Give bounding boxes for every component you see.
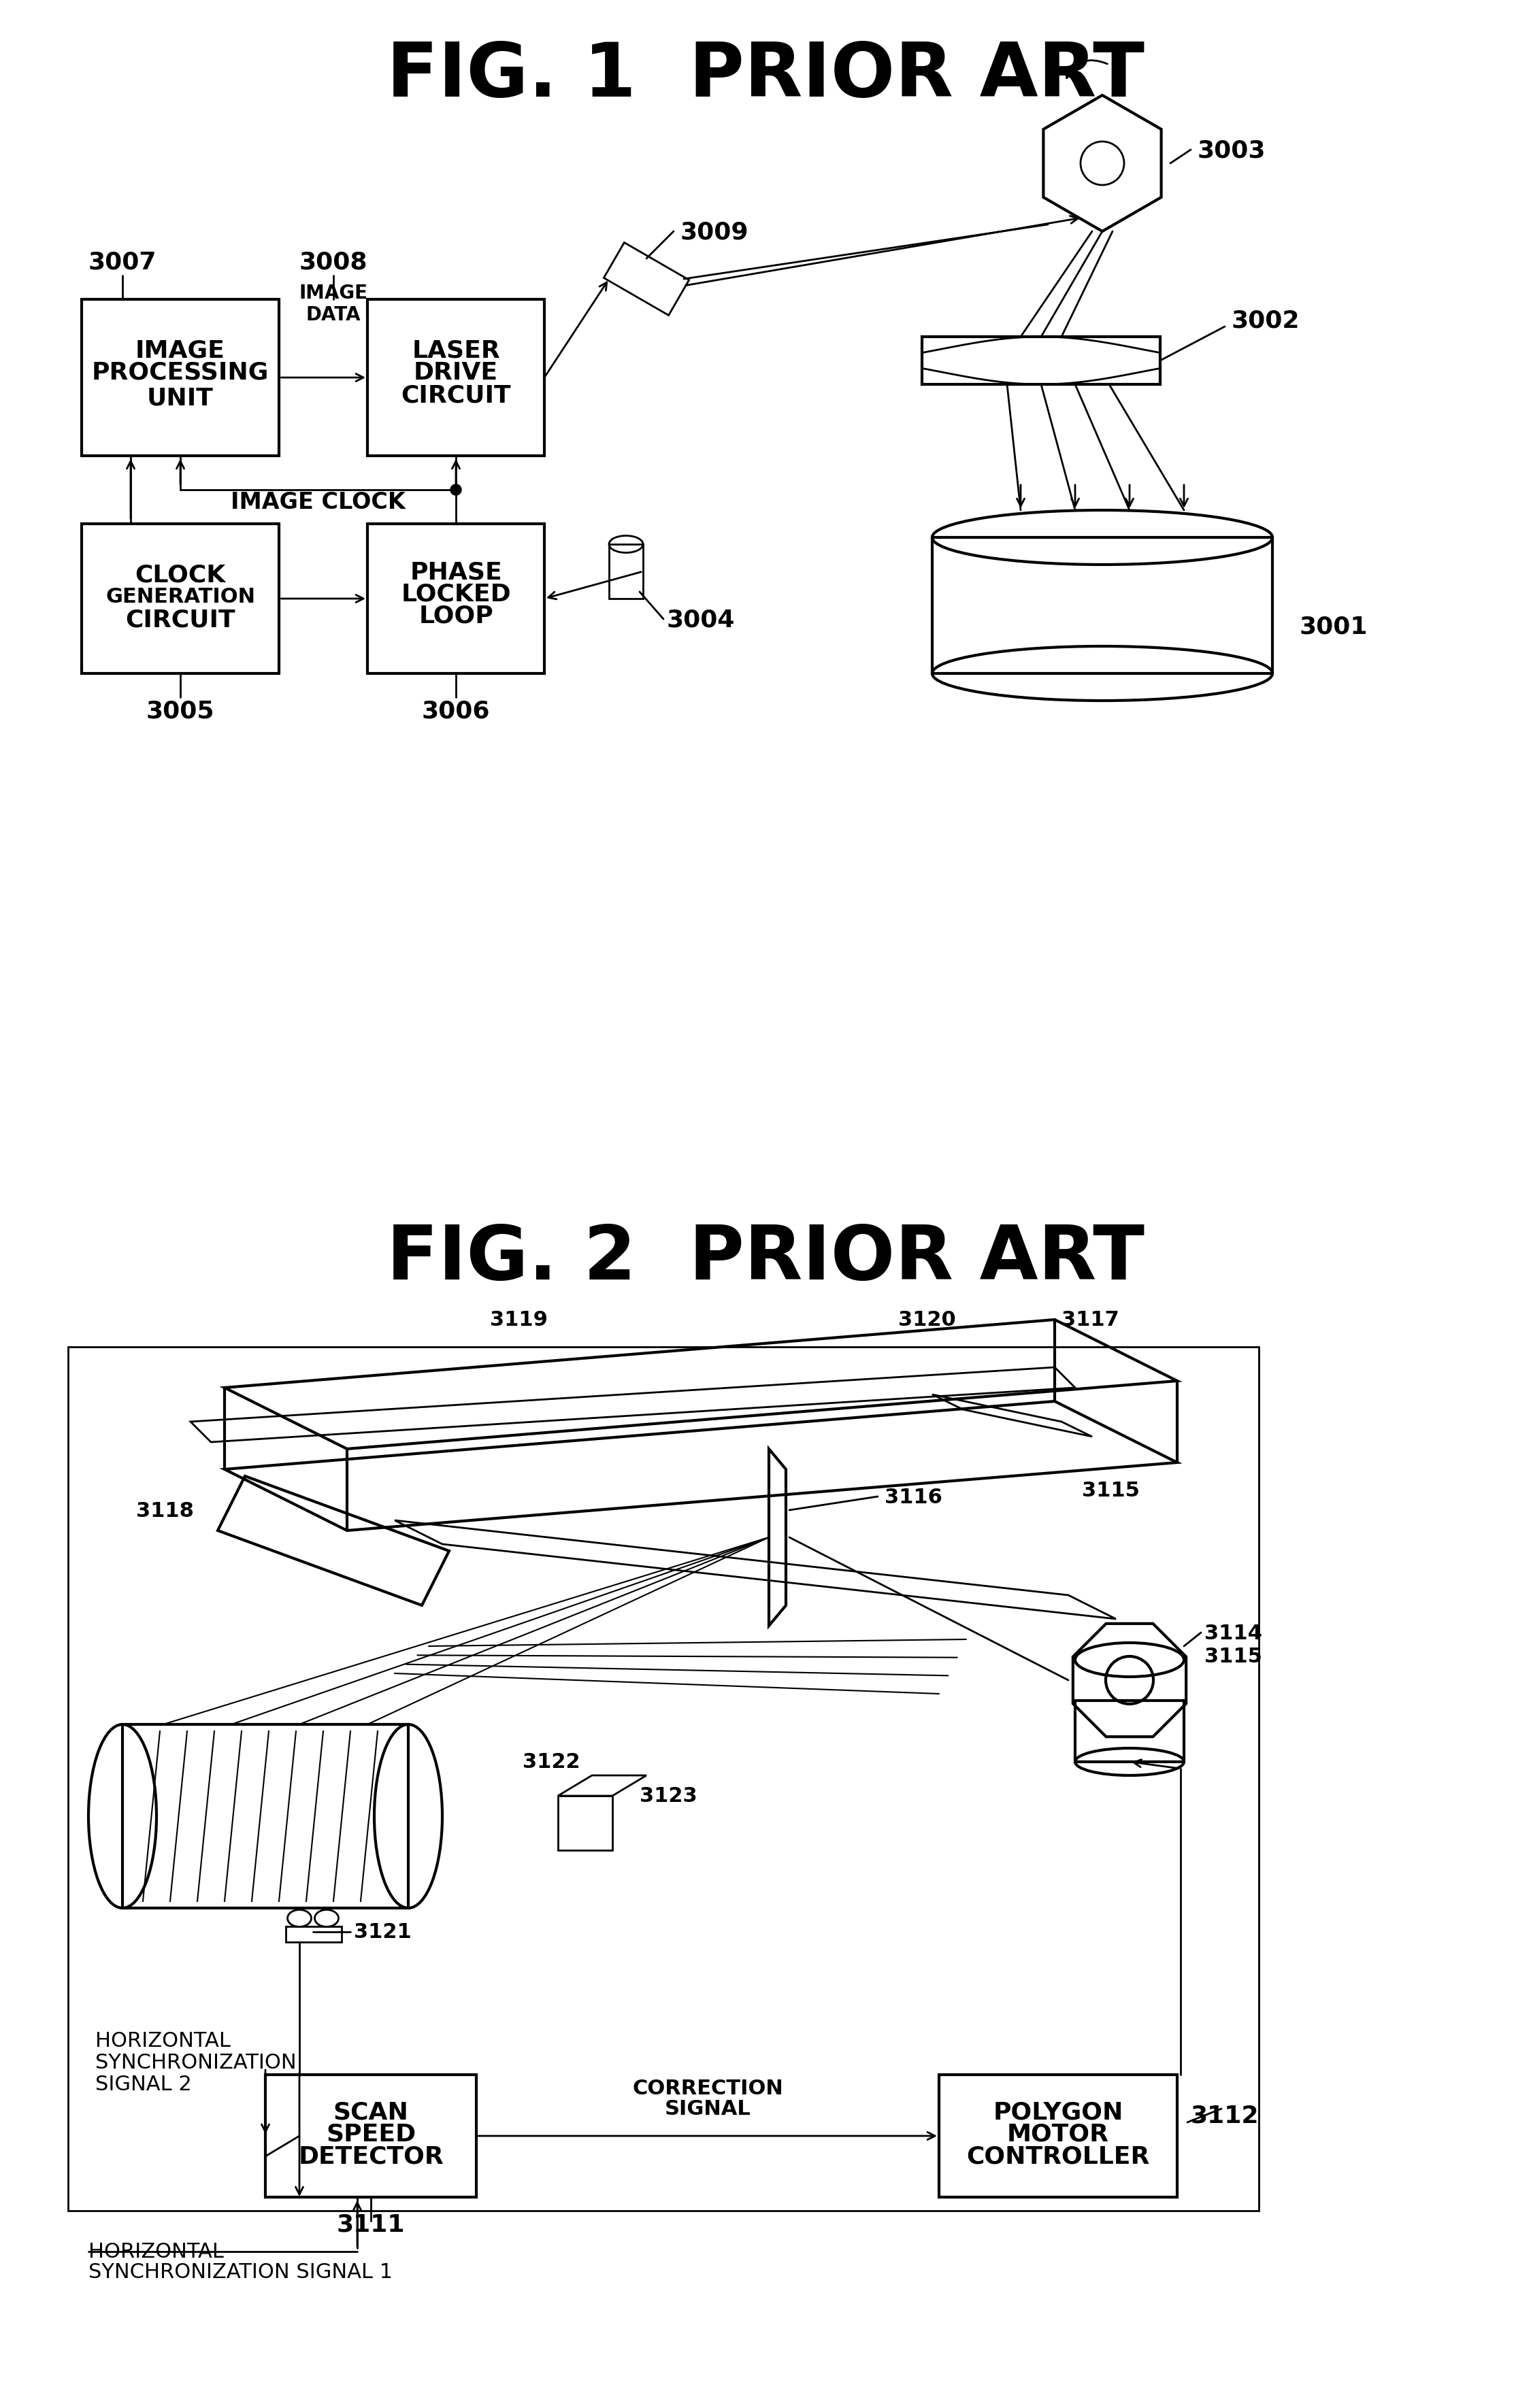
Text: LOCKED: LOCKED <box>401 583 511 604</box>
Text: 3115: 3115 <box>1205 1647 1262 1666</box>
Text: CONTROLLER: CONTROLLER <box>966 2146 1150 2167</box>
Text: 3123: 3123 <box>640 1787 697 1806</box>
Text: 3120: 3120 <box>899 1310 955 1329</box>
Bar <box>932 537 1272 674</box>
Text: 3115: 3115 <box>1082 1481 1139 1500</box>
Text: 3118: 3118 <box>136 1500 194 1519</box>
Text: SYNCHRONIZATION: SYNCHRONIZATION <box>95 2052 297 2073</box>
Bar <box>122 1724 409 1907</box>
Text: 3116: 3116 <box>885 1486 943 1507</box>
Text: HORIZONTAL: HORIZONTAL <box>95 2030 231 2052</box>
Text: FIG. 2  PRIOR ART: FIG. 2 PRIOR ART <box>386 1223 1145 1296</box>
Bar <box>367 525 545 674</box>
Text: LASER: LASER <box>412 340 501 364</box>
Text: 3008: 3008 <box>299 250 367 275</box>
Text: 3121: 3121 <box>354 1922 412 1941</box>
Text: IMAGE: IMAGE <box>135 340 225 364</box>
Text: SIGNAL 2: SIGNAL 2 <box>95 2073 191 2095</box>
Text: DETECTOR: DETECTOR <box>299 2146 444 2167</box>
Text: 3112: 3112 <box>1191 2105 1258 2126</box>
Bar <box>367 301 545 455</box>
Text: DATA: DATA <box>306 306 361 325</box>
Text: 3117: 3117 <box>1061 1310 1119 1329</box>
Text: 3119: 3119 <box>490 1310 548 1329</box>
Text: CIRCUIT: CIRCUIT <box>401 383 511 407</box>
Bar <box>81 301 279 455</box>
Bar <box>265 2076 476 2196</box>
Text: 3005: 3005 <box>145 701 214 722</box>
Text: 3009: 3009 <box>680 219 749 243</box>
Text: CLOCK: CLOCK <box>135 563 225 588</box>
Bar <box>939 2076 1177 2196</box>
Text: POLYGON: POLYGON <box>994 2100 1124 2124</box>
Text: CIRCUIT: CIRCUIT <box>126 607 236 631</box>
Text: LOOP: LOOP <box>418 604 493 628</box>
Bar <box>81 525 279 674</box>
Text: SPEED: SPEED <box>326 2121 416 2146</box>
Text: HORIZONTAL: HORIZONTAL <box>89 2242 224 2261</box>
Text: DRIVE: DRIVE <box>413 361 498 385</box>
Text: UNIT: UNIT <box>147 388 214 409</box>
Bar <box>67 1346 1258 2211</box>
Bar <box>557 1796 612 1849</box>
Text: SCAN: SCAN <box>334 2100 409 2124</box>
Text: 3111: 3111 <box>337 2213 406 2237</box>
Text: CORRECTION: CORRECTION <box>632 2078 784 2097</box>
Text: 3114: 3114 <box>1205 1623 1262 1642</box>
Text: IMAGE: IMAGE <box>299 284 367 303</box>
Text: SYNCHRONIZATION SIGNAL 1: SYNCHRONIZATION SIGNAL 1 <box>89 2261 393 2283</box>
Text: PHASE: PHASE <box>410 561 502 583</box>
Text: 3001: 3001 <box>1300 614 1369 638</box>
Text: 3003: 3003 <box>1197 140 1266 161</box>
Text: IMAGE CLOCK: IMAGE CLOCK <box>231 491 406 513</box>
Text: GENERATION: GENERATION <box>106 588 256 607</box>
Text: MOTOR: MOTOR <box>1007 2121 1108 2146</box>
Text: SIGNAL: SIGNAL <box>664 2100 750 2119</box>
Text: 3007: 3007 <box>89 250 156 275</box>
Text: 3122: 3122 <box>522 1753 580 1772</box>
Bar <box>1075 1700 1183 1763</box>
Text: 3004: 3004 <box>668 607 735 631</box>
Text: 3006: 3006 <box>421 701 490 722</box>
Circle shape <box>450 484 461 496</box>
Text: FIG. 1  PRIOR ART: FIG. 1 PRIOR ART <box>386 39 1145 111</box>
Text: PROCESSING: PROCESSING <box>92 361 269 385</box>
Bar <box>609 544 643 600</box>
Text: 3002: 3002 <box>1231 308 1300 332</box>
